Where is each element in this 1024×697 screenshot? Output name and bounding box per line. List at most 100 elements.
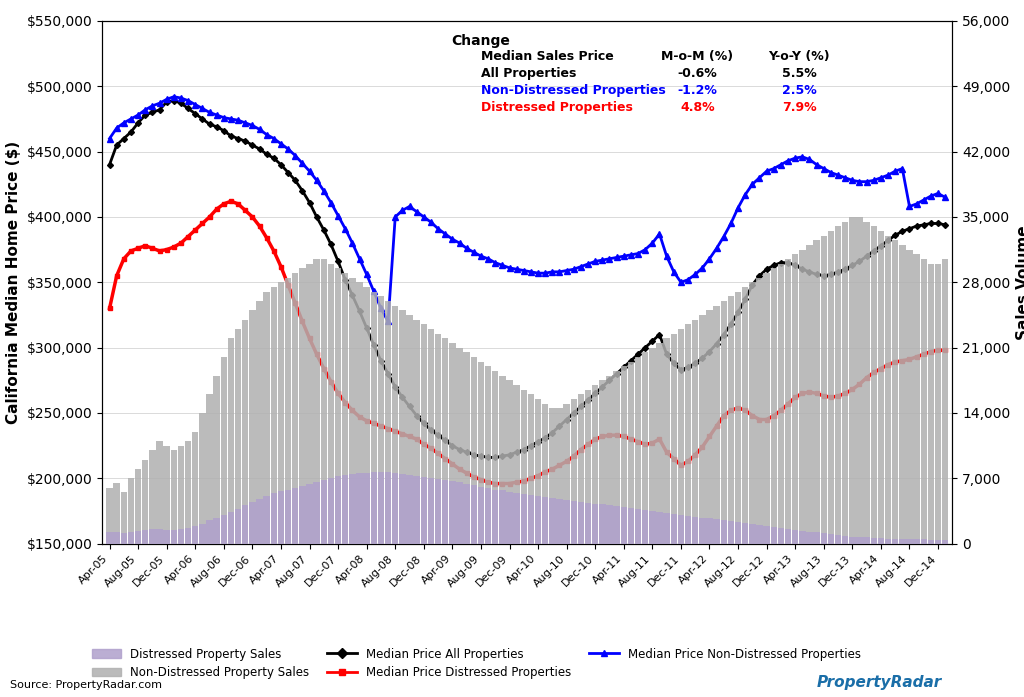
Bar: [628, 362, 634, 544]
Bar: [913, 539, 920, 544]
Median Price All Properties: [168, 96, 180, 105]
Legend: Distressed Property Sales, Non-Distressed Property Sales, Median Price All Prope: Distressed Property Sales, Non-Distresse…: [87, 643, 866, 684]
Median Price Distressed Properties: [396, 429, 409, 438]
Bar: [578, 395, 584, 544]
Bar: [764, 526, 770, 544]
Bar: [135, 530, 141, 544]
Median Price Distressed Properties: [939, 346, 951, 355]
Bar: [656, 343, 663, 544]
Bar: [935, 263, 941, 544]
Bar: [464, 352, 470, 544]
Bar: [292, 488, 298, 544]
Bar: [707, 519, 713, 544]
Bar: [499, 491, 506, 544]
Bar: [263, 496, 270, 544]
Bar: [777, 263, 784, 544]
Bar: [856, 537, 862, 544]
Bar: [921, 259, 927, 544]
Bar: [707, 310, 713, 544]
Bar: [313, 482, 319, 544]
Bar: [349, 474, 355, 544]
Bar: [942, 539, 948, 544]
Bar: [385, 472, 391, 544]
Bar: [485, 367, 492, 544]
Bar: [485, 488, 492, 544]
Bar: [935, 539, 941, 544]
Bar: [442, 338, 449, 544]
Bar: [556, 408, 563, 544]
Bar: [114, 532, 120, 544]
Bar: [234, 329, 242, 544]
Bar: [728, 296, 734, 544]
Bar: [385, 301, 391, 544]
Bar: [613, 506, 620, 544]
Bar: [735, 522, 741, 544]
Median Price Non-Distressed Properties: [204, 108, 216, 116]
Bar: [349, 277, 355, 544]
Bar: [820, 236, 827, 544]
Bar: [813, 240, 820, 544]
Bar: [200, 413, 206, 544]
Bar: [642, 510, 648, 544]
Bar: [457, 482, 463, 544]
Bar: [213, 376, 220, 544]
Bar: [227, 338, 234, 544]
Bar: [278, 491, 285, 544]
Bar: [827, 535, 835, 544]
Bar: [556, 499, 563, 544]
Bar: [220, 514, 227, 544]
Bar: [392, 473, 398, 544]
Bar: [942, 259, 948, 544]
Median Price Distressed Properties: [225, 197, 238, 206]
Bar: [506, 381, 513, 544]
Bar: [278, 282, 285, 544]
Bar: [542, 497, 549, 544]
Bar: [128, 478, 134, 544]
Bar: [193, 431, 199, 544]
Bar: [678, 329, 684, 544]
Bar: [770, 527, 777, 544]
Bar: [414, 477, 420, 544]
Bar: [450, 481, 456, 544]
Bar: [750, 282, 756, 544]
Bar: [378, 296, 384, 544]
Bar: [520, 494, 527, 544]
Bar: [671, 334, 677, 544]
Median Price Non-Distressed Properties: [282, 145, 294, 153]
Median Price Non-Distressed Properties: [761, 167, 773, 176]
Bar: [820, 533, 827, 544]
Text: Median Sales Price: Median Sales Price: [480, 49, 613, 63]
Text: -1.2%: -1.2%: [678, 84, 717, 97]
Bar: [142, 459, 148, 544]
Median Price Non-Distressed Properties: [775, 160, 787, 169]
Bar: [685, 516, 691, 544]
Bar: [699, 517, 706, 544]
Bar: [335, 477, 341, 544]
Bar: [799, 250, 806, 544]
Bar: [270, 493, 278, 544]
Bar: [421, 324, 427, 544]
Text: M-o-M (%): M-o-M (%): [662, 49, 733, 63]
Bar: [570, 500, 577, 544]
Bar: [206, 395, 213, 544]
Bar: [642, 352, 648, 544]
Bar: [899, 245, 905, 544]
Bar: [435, 334, 441, 544]
Bar: [306, 263, 312, 544]
Bar: [200, 524, 206, 544]
Bar: [592, 503, 598, 544]
Median Price All Properties: [204, 120, 216, 128]
Median Price Distressed Properties: [761, 415, 773, 424]
Bar: [599, 381, 605, 544]
Bar: [263, 291, 270, 544]
Bar: [242, 505, 249, 544]
Bar: [849, 537, 855, 544]
Median Price Non-Distressed Properties: [403, 202, 416, 210]
Bar: [457, 348, 463, 544]
Bar: [499, 376, 506, 544]
Bar: [664, 338, 670, 544]
Bar: [171, 450, 177, 544]
Bar: [649, 511, 655, 544]
Bar: [777, 528, 784, 544]
Bar: [885, 539, 891, 544]
